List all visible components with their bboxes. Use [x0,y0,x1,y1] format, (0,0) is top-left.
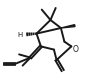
Polygon shape [61,25,75,28]
Text: O: O [73,45,79,54]
Text: H: H [17,32,23,38]
